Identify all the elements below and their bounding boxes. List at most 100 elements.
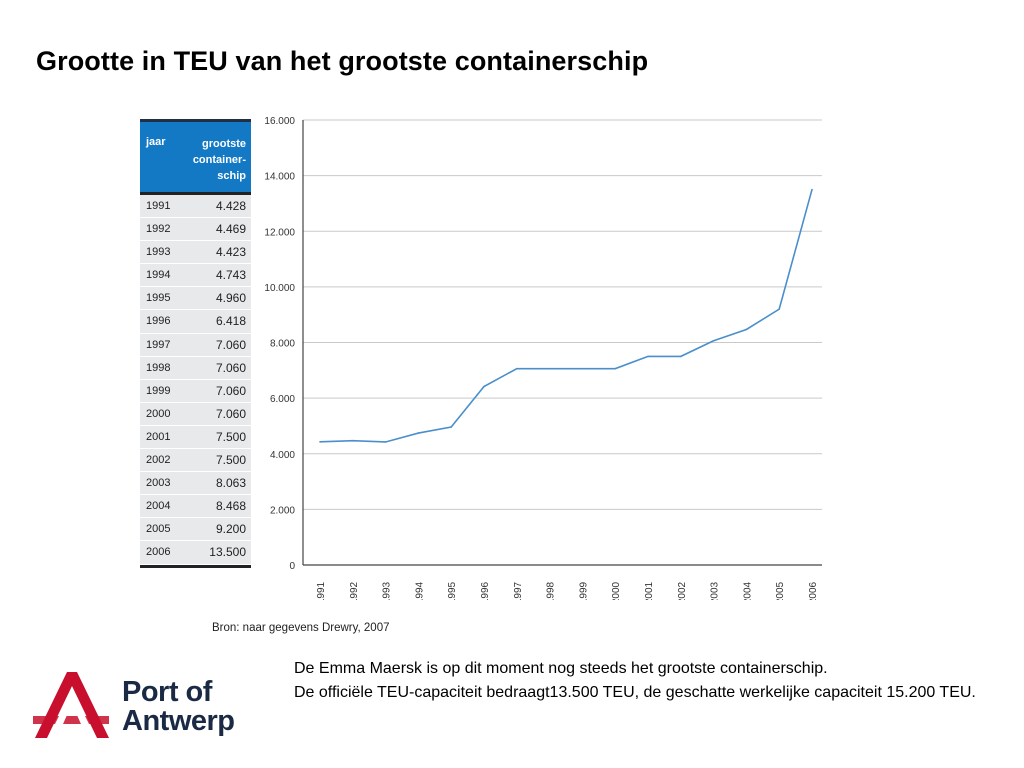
x-tick-label: 2001 [644,581,655,600]
table-row-value: 7.500 [215,453,246,468]
table-row: 1991 4.428 [140,195,251,219]
table-row: 2003 8.063 [140,472,251,496]
table-header-value-line: grootste [202,138,246,150]
table-row: 1997 7.060 [140,333,251,357]
x-tick-label: 1992 [349,581,360,600]
data-table: jaar grootste container- schip 1991 4.428… [140,119,251,568]
logo-line-1: Port of [122,676,212,708]
table-row-year: 1993 [146,246,171,259]
table-body: 1991 4.428 1992 4.469 1993 4.423 1994 4.743 1995… [140,195,251,565]
table-row: 2001 7.500 [140,425,251,450]
x-tick-label: 2000 [611,581,622,600]
x-tick-label: 1999 [578,581,589,600]
table-row-value: 7.500 [215,429,246,444]
data-point [811,188,813,191]
table-row-year: 1995 [146,292,171,305]
data-point [516,367,518,370]
x-tick-label: 2006 [808,581,819,600]
table-row-value: 6.418 [215,314,246,329]
table-row-year: 1994 [146,269,171,282]
table-row-year: 1992 [146,223,171,236]
table-row-value: 9.200 [215,522,246,537]
x-tick-label: 1996 [480,581,491,600]
table-row-value: 4.428 [215,199,246,213]
table-row-year: 2001 [146,430,171,443]
table-header-year: jaar [146,136,166,148]
data-point [778,308,780,310]
table-header: jaar grootste container- schip [140,122,251,195]
table-row: 2005 9.200 [140,518,251,542]
table-header-value: grootste container- schip [166,136,246,184]
table-row-year: 2000 [146,407,171,420]
logo-text: Port of Antwerp [122,678,235,736]
data-point [417,432,420,434]
y-tick-label: 6.000 [270,394,295,405]
table-header-value-line: schip [217,170,246,182]
data-point [614,367,616,370]
table-row-year: 2005 [146,523,171,536]
table-row-year: 2002 [146,454,171,467]
table-row-value: 7.060 [215,360,246,375]
x-tick-label: 1995 [447,581,458,600]
table-row: 1998 7.060 [140,356,251,380]
source-note: Bron: naar gegevens Drewry, 2007 [212,622,390,634]
table-row: 1992 4.469 [140,218,251,242]
table-row: 1993 4.423 [140,241,251,265]
table-row-value: 7.060 [215,337,246,352]
y-tick-label: 14.000 [264,172,295,183]
data-point [712,339,715,342]
table-row: 1994 4.743 [140,264,251,288]
caption: De Emma Maersk is op dit moment nog stee… [294,657,994,705]
data-point [384,441,387,443]
y-tick-label: 16.000 [264,116,295,127]
table-row-year: 2006 [146,546,171,559]
series-line [319,189,813,443]
table-row-year: 1999 [146,384,171,397]
table-row: 2006 13.500 [140,541,251,565]
slide-title: Grootte in TEU van het grootste containe… [36,46,649,76]
table-row: 1996 6.418 [140,310,251,334]
table-row-year: 1998 [146,361,171,374]
data-point [745,328,748,331]
x-tick-label: 2004 [742,581,753,600]
data-point [483,385,485,388]
x-tick-label: 1998 [546,581,557,600]
x-tick-label: 1994 [414,581,425,600]
table-row-value: 4.469 [215,222,246,237]
table-row-value: 7.060 [215,383,246,398]
caption-line-2: De officiële TEU-capaciteit bedraagt13.5… [294,684,976,701]
table-row: 2002 7.500 [140,449,251,473]
table-row-year: 2004 [146,500,171,513]
x-tick-label: 2003 [710,581,721,600]
table-row-year: 1997 [146,338,171,351]
y-tick-label: 4.000 [270,450,295,461]
table-row: 1995 4.960 [140,287,251,311]
table-row-year: 1991 [146,200,171,212]
table-row-year: 2003 [146,477,171,490]
data-point [647,355,649,358]
table-header-value-line: container- [192,154,246,166]
x-tick-label: 2002 [677,581,688,600]
caption-line-1: De Emma Maersk is op dit moment nog stee… [294,660,828,677]
y-tick-label: 10.000 [264,283,295,294]
table-row-value: 4.743 [215,268,246,283]
x-tick-label: 2005 [775,581,786,600]
x-tick-label: 1993 [382,581,393,600]
data-point [450,426,452,428]
table-row-value: 7.060 [215,406,246,421]
data-point [548,367,551,370]
x-tick-label: 1997 [513,581,524,600]
data-point [319,441,321,443]
y-tick-label: 0 [289,561,295,572]
table-row: 1999 7.060 [140,379,251,403]
data-point [352,439,354,442]
y-tick-label: 8.000 [270,339,295,350]
x-tick-label: 1991 [316,581,327,600]
table-row: 2004 8.468 [140,495,251,519]
logo-line-2: Antwerp [122,705,235,737]
y-tick-label: 12.000 [264,227,295,238]
table-row-value: 8.063 [215,476,246,491]
table-row-value: 13.500 [209,545,246,560]
y-tick-label: 2.000 [270,505,295,516]
table-row-value: 4.423 [215,245,246,260]
